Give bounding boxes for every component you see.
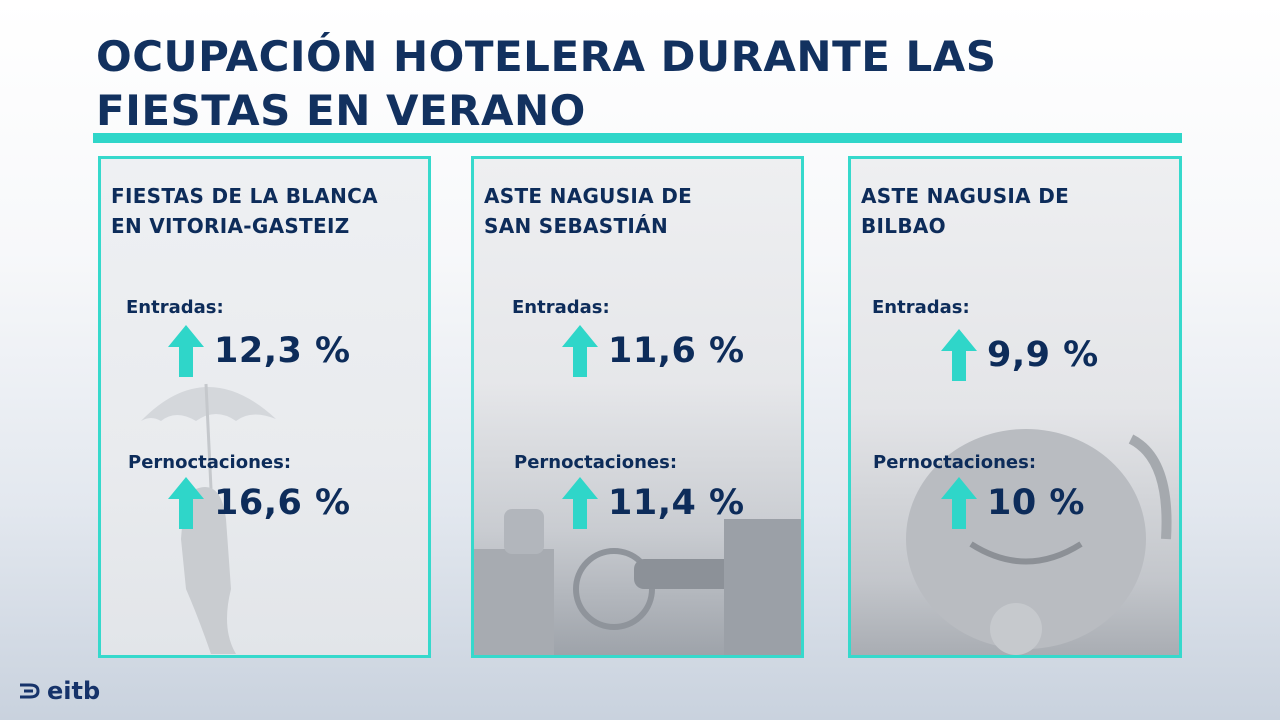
- pernoctaciones-stat: 10 %: [941, 477, 1085, 529]
- arrow-up-icon: [941, 477, 977, 529]
- page-title-line-2: FIESTAS EN VERANO: [96, 86, 586, 135]
- card-title: ASTE NAGUSIA DE SAN SEBASTIÁN: [484, 181, 692, 241]
- entradas-value: 12,3 %: [214, 331, 351, 371]
- pernoctaciones-value: 16,6 %: [214, 483, 351, 523]
- entradas-value: 11,6 %: [608, 331, 745, 371]
- arrow-up-icon: [941, 329, 977, 381]
- arrow-up-icon: [562, 325, 598, 377]
- entradas-label: Entradas:: [872, 297, 970, 318]
- pernoctaciones-label: Pernoctaciones:: [128, 452, 292, 473]
- pernoctaciones-label: Pernoctaciones:: [873, 452, 1037, 473]
- card-title-line-1: ASTE NAGUSIA DE: [484, 184, 693, 208]
- card-title-line-2: EN VITORIA-GASTEIZ: [111, 214, 350, 238]
- page-title-line-1: OCUPACIÓN HOTELERA DURANTE LAS: [96, 32, 997, 81]
- eitb-logo-icon: [20, 683, 40, 699]
- pernoctaciones-stat: 11,4 %: [562, 477, 745, 529]
- entradas-value: 9,9 %: [987, 335, 1099, 375]
- entradas-label: Entradas:: [126, 297, 224, 318]
- eitb-logo: eitb: [18, 677, 100, 705]
- arrow-up-icon: [168, 477, 204, 529]
- card-bilbao: ASTE NAGUSIA DE BILBAO Entradas: 9,9 % P…: [848, 156, 1182, 658]
- pernoctaciones-value: 11,4 %: [608, 483, 745, 523]
- card-vitoria-gasteiz: FIESTAS DE LA BLANCA EN VITORIA-GASTEIZ …: [98, 156, 431, 658]
- card-title-line-1: FIESTAS DE LA BLANCA: [111, 184, 378, 208]
- arrow-up-icon: [168, 325, 204, 377]
- card-title-line-1: ASTE NAGUSIA DE: [861, 184, 1070, 208]
- pernoctaciones-value: 10 %: [987, 483, 1085, 523]
- card-title-line-2: BILBAO: [861, 214, 946, 238]
- entradas-stat: 11,6 %: [562, 325, 745, 377]
- card-title: FIESTAS DE LA BLANCA EN VITORIA-GASTEIZ: [111, 181, 378, 241]
- card-title-line-2: SAN SEBASTIÁN: [484, 214, 668, 238]
- card-title: ASTE NAGUSIA DE BILBAO: [861, 181, 1069, 241]
- entradas-label: Entradas:: [512, 297, 610, 318]
- entradas-stat: 9,9 %: [941, 329, 1099, 381]
- card-san-sebastian: ASTE NAGUSIA DE SAN SEBASTIÁN Entradas: …: [471, 156, 804, 658]
- title-underline: [93, 133, 1182, 143]
- arrow-up-icon: [562, 477, 598, 529]
- pernoctaciones-label: Pernoctaciones:: [514, 452, 678, 473]
- pernoctaciones-stat: 16,6 %: [168, 477, 351, 529]
- page-title: OCUPACIÓN HOTELERA DURANTE LAS FIESTAS E…: [96, 30, 1196, 138]
- entradas-stat: 12,3 %: [168, 325, 351, 377]
- logo-text: eitb: [47, 677, 101, 705]
